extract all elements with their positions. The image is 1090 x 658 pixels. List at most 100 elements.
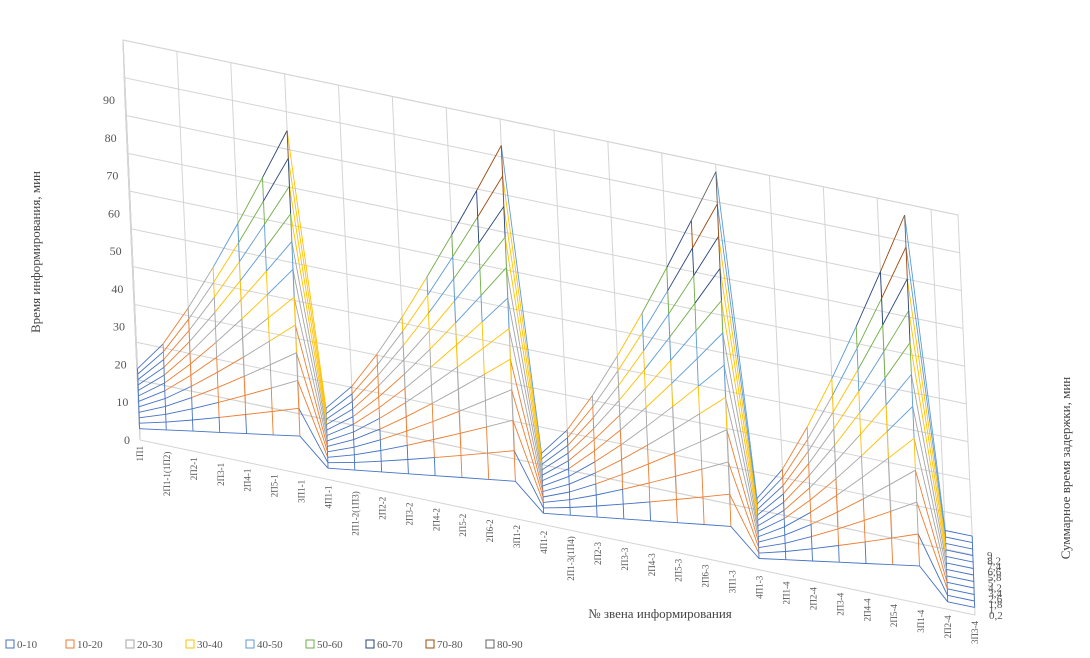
surface-mesh-line-y bbox=[406, 445, 409, 460]
surface-mesh-line-x bbox=[648, 475, 676, 484]
x-tick-label: 3П1-2 bbox=[512, 525, 522, 548]
surface-mesh-line-x bbox=[292, 269, 328, 436]
y-tick-label: 8,2 bbox=[987, 556, 1001, 568]
surface-mesh-line-y bbox=[240, 299, 243, 320]
surface-mesh-line-x bbox=[642, 290, 669, 333]
surface-mesh-line-y bbox=[505, 267, 509, 299]
surface-mesh-line-x bbox=[722, 332, 759, 526]
surface-mesh-line-x bbox=[325, 385, 353, 409]
surface-mesh-line-x bbox=[192, 430, 220, 433]
surface-mesh-line-x bbox=[784, 511, 811, 528]
surface-mesh-line-x bbox=[164, 374, 192, 392]
surface-mesh-line-y bbox=[190, 386, 193, 398]
surface-mesh-line-x bbox=[163, 330, 190, 360]
x-gridline bbox=[930, 209, 947, 550]
surface-mesh-line-y bbox=[725, 397, 728, 430]
y-axis-ticks: 0,211,82,63,44,255,86,67,48,29 bbox=[987, 550, 1003, 622]
surface-mesh-line-x bbox=[647, 429, 674, 446]
surface-mesh-line-x bbox=[621, 444, 648, 461]
surface-mesh-line-x bbox=[719, 268, 759, 515]
surface-mesh-line-x bbox=[404, 366, 431, 389]
surface-mesh-line-y bbox=[716, 203, 720, 237]
surface-mesh-line-y bbox=[649, 501, 652, 521]
surface-mesh-line-y bbox=[671, 383, 674, 407]
surface-mesh-line-x bbox=[695, 300, 722, 332]
surface-mesh-line-x bbox=[882, 278, 908, 326]
y-tick-label: 5 bbox=[988, 577, 994, 589]
surface-mesh-line-x bbox=[239, 224, 265, 262]
surface-mesh-line-x bbox=[541, 429, 568, 454]
surface-mesh-line-y bbox=[916, 502, 919, 535]
z-axis-ticks: 0 10 20 30 40 50 60 70 80 90 bbox=[103, 93, 130, 447]
surface-mesh-line-x bbox=[888, 437, 915, 459]
surface-mesh-line-x bbox=[515, 481, 544, 514]
surface-mesh-line-y bbox=[297, 380, 300, 409]
x-tick-label: 2П1-4 bbox=[782, 581, 792, 604]
surface-mesh-line-x bbox=[729, 494, 760, 554]
x-tick-label: 2П3-4 bbox=[835, 592, 845, 615]
x-tick-label: 2П2-4 bbox=[808, 587, 818, 610]
surface-mesh-line-x bbox=[163, 318, 189, 352]
surface-mesh-line-x bbox=[594, 429, 621, 452]
surface-mesh-line-y bbox=[480, 295, 483, 322]
surface-mesh-line-y bbox=[507, 298, 510, 329]
surface-mesh-line-y bbox=[860, 434, 862, 456]
surface-mesh-line-x bbox=[459, 426, 487, 434]
surface-mesh-line-x bbox=[403, 330, 430, 361]
surface-mesh-line-x bbox=[401, 276, 428, 318]
surface-mesh-line-y bbox=[811, 548, 813, 562]
surface-mesh-line-x bbox=[246, 433, 274, 436]
y-tick-label: 5,8 bbox=[988, 572, 1002, 584]
surface-mesh-line-x bbox=[435, 475, 462, 478]
surface-mesh-line-x bbox=[883, 310, 910, 352]
surface-mesh-line-x bbox=[650, 520, 678, 524]
surface-mesh-line-y bbox=[263, 200, 265, 225]
surface-mesh-line-y bbox=[646, 426, 648, 446]
surface-mesh-line-x bbox=[855, 271, 881, 327]
x-tick-label: 2П4-3 bbox=[647, 553, 657, 576]
surface-mesh-line-y bbox=[428, 331, 431, 350]
surface-mesh-line-y bbox=[509, 359, 513, 390]
surface-mesh-line-y bbox=[215, 342, 218, 358]
surface-mesh-line-x bbox=[213, 242, 239, 283]
surface-mesh-line-x bbox=[287, 158, 327, 414]
surface-mesh-line-x bbox=[723, 365, 759, 532]
surface-mesh-line-y bbox=[262, 177, 264, 202]
surface-mesh-line-x bbox=[668, 275, 695, 315]
surface-mesh-line-x bbox=[295, 352, 328, 452]
surface-mesh-line-x bbox=[288, 186, 327, 420]
surface-mesh-line-x bbox=[353, 418, 380, 433]
surface-mesh-line-x bbox=[946, 555, 974, 563]
surface-mesh-line-x bbox=[785, 559, 813, 562]
surface-mesh-line-y bbox=[487, 453, 490, 480]
surface-mesh-line-y bbox=[265, 271, 268, 295]
surface-mesh-line-y bbox=[621, 474, 624, 490]
surface-mesh-line-x bbox=[806, 378, 833, 428]
surface-mesh-line-y bbox=[403, 374, 406, 389]
surface-mesh-line-y bbox=[832, 395, 834, 413]
surface-mesh-line-x bbox=[503, 206, 543, 465]
surface-mesh-line-y bbox=[809, 487, 811, 501]
surface-mesh-line-y bbox=[212, 267, 215, 283]
surface-mesh-line-x bbox=[476, 145, 502, 191]
surface-mesh-line-x bbox=[509, 359, 544, 492]
surface-mesh-line-y bbox=[188, 319, 190, 331]
surface-mesh-line-y bbox=[670, 360, 673, 384]
surface-mesh-line-x bbox=[406, 421, 434, 432]
surface-mesh-line-x bbox=[502, 175, 543, 459]
surface-mesh-line-y bbox=[643, 350, 645, 370]
surface-mesh-line-y bbox=[888, 484, 891, 512]
surface-mesh-line-y bbox=[643, 369, 646, 389]
surface-mesh-line-y bbox=[832, 412, 835, 429]
surface-mesh-line-y bbox=[376, 364, 379, 376]
x-tick-label: 2П3-2 bbox=[404, 503, 414, 526]
surface-mesh-line-x bbox=[451, 190, 477, 235]
surface-mesh-line-y bbox=[831, 378, 833, 396]
surface-mesh-line-x bbox=[715, 171, 758, 499]
surface-mesh-line-x bbox=[892, 564, 920, 567]
x-tick-label: 4П1-1 bbox=[324, 486, 334, 509]
surface-mesh-line-y bbox=[453, 278, 456, 301]
surface-mesh-line-y bbox=[483, 374, 486, 401]
surface-mesh-line-x bbox=[889, 469, 916, 486]
